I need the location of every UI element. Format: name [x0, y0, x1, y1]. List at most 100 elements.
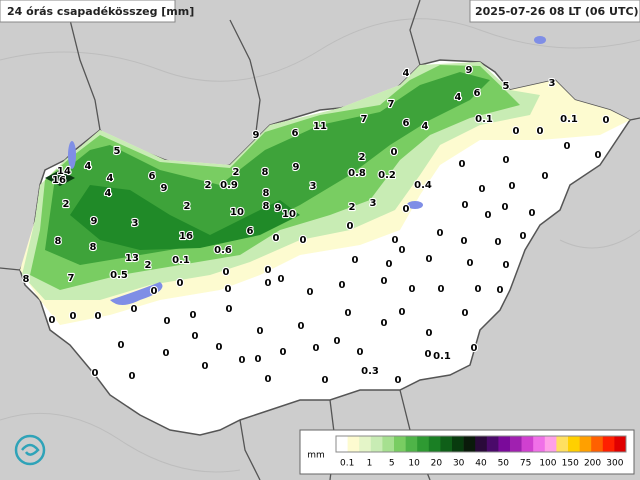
legend-swatch: [382, 436, 395, 452]
station-value: 0: [425, 349, 432, 360]
station-value: 6: [149, 171, 156, 182]
station-value: 0: [438, 284, 445, 295]
station-value: 9: [275, 203, 282, 214]
legend-tick-label: 0.1: [340, 459, 354, 469]
station-value: 9: [466, 65, 473, 76]
station-value: 7: [361, 114, 368, 125]
station-value: 16: [179, 231, 193, 242]
station-value: 8: [263, 201, 270, 212]
station-value: 0: [471, 343, 478, 354]
station-value: 6: [292, 128, 299, 139]
legend-tick-label: 50: [498, 459, 510, 469]
station-value: 0: [485, 210, 492, 221]
station-value: 0: [467, 258, 474, 269]
station-value: 0.2: [378, 170, 396, 181]
station-value: 5: [503, 81, 510, 92]
station-value: 0: [265, 278, 272, 289]
station-value: 7: [68, 273, 75, 284]
station-value: 0.5: [110, 270, 128, 281]
station-value: 4: [105, 188, 112, 199]
station-value: 0.1: [433, 351, 451, 362]
station-value: 0: [503, 155, 510, 166]
station-value: 0: [603, 115, 610, 126]
station-value: 0: [255, 354, 262, 365]
station-value: 0: [131, 304, 138, 315]
station-value: 0: [497, 285, 504, 296]
station-value: 0: [223, 267, 230, 278]
legend-swatch: [347, 436, 360, 452]
legend-tick-label: 20: [431, 459, 443, 469]
station-value: 0: [502, 202, 509, 213]
station-value: 13: [125, 253, 139, 264]
station-value: 9: [91, 216, 98, 227]
station-value: 0: [395, 375, 402, 386]
station-value: 0: [239, 355, 246, 366]
station-value: 0: [307, 287, 314, 298]
station-value: 10: [282, 209, 296, 220]
station-value: 14: [57, 166, 71, 177]
station-value: 6: [474, 88, 481, 99]
station-value: 0: [595, 150, 602, 161]
legend-swatch: [370, 436, 383, 452]
station-value: 0: [273, 233, 280, 244]
station-value: 0: [129, 371, 136, 382]
station-value: 11: [313, 121, 327, 132]
legend-tick-label: 150: [562, 459, 579, 469]
station-value: 0: [403, 204, 410, 215]
station-value: 0: [381, 276, 388, 287]
legend-swatch: [556, 436, 569, 452]
station-value: 8: [55, 236, 62, 247]
station-value: 0: [461, 236, 468, 247]
station-value: 0: [164, 316, 171, 327]
precipitation-field: [20, 62, 630, 325]
station-value: 2: [205, 180, 212, 191]
station-value: 0: [357, 347, 364, 358]
legend-swatch: [579, 436, 592, 452]
station-value: 0: [202, 361, 209, 372]
station-value: 0: [392, 235, 399, 246]
legend-tick-label: 300: [606, 459, 623, 469]
legend-swatch: [359, 436, 372, 452]
station-value: 2: [359, 152, 366, 163]
station-value: 9: [293, 162, 300, 173]
station-value: 2: [349, 202, 356, 213]
station-value: 0: [225, 284, 232, 295]
station-value: 0: [462, 308, 469, 319]
station-value: 0: [459, 159, 466, 170]
legend-tick-label: 10: [408, 459, 420, 469]
station-value: 0: [495, 237, 502, 248]
legend-swatch: [475, 436, 488, 452]
station-value: 0: [564, 141, 571, 152]
legend-swatch: [440, 436, 453, 452]
station-value: 0: [300, 235, 307, 246]
legend-tick-label: 100: [539, 459, 556, 469]
station-value: 0: [49, 315, 56, 326]
legend: mm 0.1 1 5 10 20 30 40 50 75 100 150 200 300: [307, 435, 627, 469]
station-value: 0: [334, 336, 341, 347]
station-value: 4: [455, 92, 462, 103]
legend-swatch: [394, 436, 406, 452]
station-value: 0: [503, 260, 510, 271]
legend-tick-label: 75: [520, 459, 531, 469]
station-value: 6: [403, 118, 410, 129]
station-value: 0: [513, 126, 520, 137]
station-value: 0: [475, 284, 482, 295]
station-value: 0: [542, 171, 549, 182]
station-value: 5: [114, 146, 121, 157]
station-value: 0: [280, 347, 287, 358]
timestamp: 2025-07-26 08 LT (06 UTC): [475, 5, 639, 18]
station-value: 0: [426, 254, 433, 265]
legend-tick-label: 200: [584, 459, 601, 469]
logo: [14, 434, 46, 466]
station-value: 0.8: [348, 168, 366, 179]
station-value: 0: [399, 307, 406, 318]
station-value: 0: [352, 255, 359, 266]
station-value: 0.4: [414, 180, 432, 191]
station-value: 4: [422, 121, 429, 132]
station-value: 3: [132, 218, 139, 229]
station-value: 0: [322, 375, 329, 386]
station-value: 0: [313, 343, 320, 354]
station-value: 2: [63, 199, 70, 210]
station-value: 0: [257, 326, 264, 337]
